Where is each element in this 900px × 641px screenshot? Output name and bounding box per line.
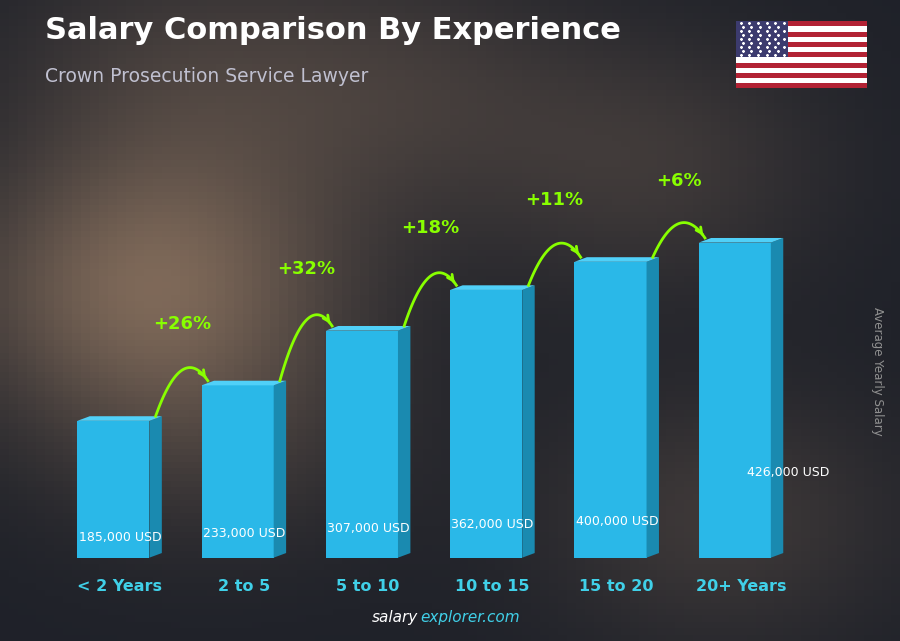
Text: +18%: +18% xyxy=(401,219,459,237)
Polygon shape xyxy=(522,285,535,558)
Text: 307,000 USD: 307,000 USD xyxy=(327,522,410,535)
Text: +32%: +32% xyxy=(277,260,335,278)
Polygon shape xyxy=(574,262,646,558)
Polygon shape xyxy=(326,331,398,558)
Bar xyxy=(736,21,788,58)
Polygon shape xyxy=(149,416,162,558)
Polygon shape xyxy=(450,290,522,558)
Text: explorer.com: explorer.com xyxy=(420,610,520,625)
Bar xyxy=(736,21,867,26)
Text: 5 to 10: 5 to 10 xyxy=(337,579,400,594)
Text: Salary Comparison By Experience: Salary Comparison By Experience xyxy=(45,16,621,45)
Text: < 2 Years: < 2 Years xyxy=(77,579,162,594)
Bar xyxy=(736,47,867,52)
Bar xyxy=(736,58,867,63)
Polygon shape xyxy=(326,326,410,331)
Polygon shape xyxy=(202,385,274,558)
Polygon shape xyxy=(698,242,770,558)
Text: +6%: +6% xyxy=(656,172,702,190)
Text: +11%: +11% xyxy=(526,191,583,209)
Text: salary: salary xyxy=(373,610,418,625)
Bar xyxy=(736,52,867,58)
Bar xyxy=(736,68,867,73)
Text: 185,000 USD: 185,000 USD xyxy=(78,531,161,544)
Text: 20+ Years: 20+ Years xyxy=(696,579,787,594)
Text: 10 to 15: 10 to 15 xyxy=(455,579,530,594)
Polygon shape xyxy=(646,257,659,558)
Polygon shape xyxy=(274,381,286,558)
Bar xyxy=(736,73,867,78)
Polygon shape xyxy=(202,381,286,385)
Text: Average Yearly Salary: Average Yearly Salary xyxy=(871,308,884,436)
Bar xyxy=(736,83,867,88)
Text: 233,000 USD: 233,000 USD xyxy=(202,528,285,540)
Polygon shape xyxy=(770,238,783,558)
Text: 426,000 USD: 426,000 USD xyxy=(747,466,830,479)
Bar xyxy=(736,63,867,68)
Polygon shape xyxy=(398,326,410,558)
Bar xyxy=(736,26,867,31)
Polygon shape xyxy=(574,257,659,262)
Text: Crown Prosecution Service Lawyer: Crown Prosecution Service Lawyer xyxy=(45,67,368,87)
Text: 362,000 USD: 362,000 USD xyxy=(452,518,534,531)
Polygon shape xyxy=(698,238,783,242)
Bar xyxy=(736,78,867,83)
Bar xyxy=(736,31,867,37)
Text: 400,000 USD: 400,000 USD xyxy=(576,515,658,528)
Bar xyxy=(736,37,867,42)
Polygon shape xyxy=(77,416,162,421)
Text: +26%: +26% xyxy=(153,315,211,333)
Polygon shape xyxy=(450,285,535,290)
Bar xyxy=(736,42,867,47)
Text: 2 to 5: 2 to 5 xyxy=(218,579,270,594)
Text: 15 to 20: 15 to 20 xyxy=(580,579,654,594)
Polygon shape xyxy=(77,421,149,558)
